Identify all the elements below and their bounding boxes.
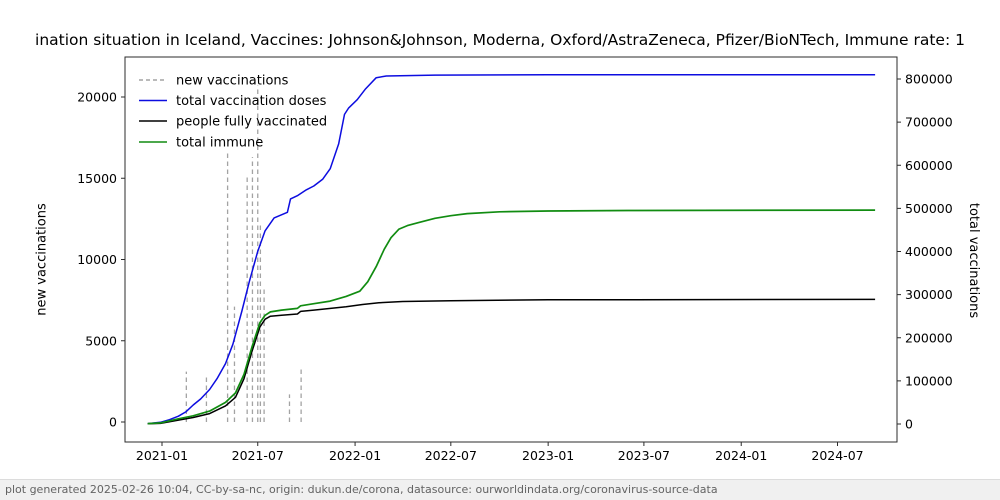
x-tick-label: 2022-01 (329, 448, 381, 463)
x-tick-label: 2024-01 (715, 448, 767, 463)
x-tick-label: 2021-01 (136, 448, 188, 463)
footer-attribution-text: plot generated 2025-02-26 10:04, CC-by-s… (5, 483, 718, 496)
y-right-tick-label: 300000 (905, 287, 953, 302)
y-axis-label-left: new vaccinations (34, 203, 50, 316)
legend-item-total_vaccination_doses: total vaccination doses (139, 94, 327, 109)
plot-frame (124, 56, 898, 443)
series-total_immune-line (147, 209, 876, 425)
y-left-tick-label: 20000 (77, 90, 117, 105)
y-right-tick-label: 600000 (905, 158, 953, 173)
y-right-tick-label: 400000 (905, 244, 953, 259)
legend-label-people_fully_vaccinated: people fully vaccinated (176, 115, 327, 130)
x-tick-label: 2021-07 (232, 448, 284, 463)
legend-item-new_vaccinations: new vaccinations (139, 74, 289, 89)
y-right-tick-label: 100000 (905, 373, 953, 388)
chart-canvas: 2021-01 2021-07 2022-01 2022-07 2023-01 2023-… (77, 56, 953, 463)
legend-item-total_immune: total immune (139, 136, 263, 151)
footer-bar: plot generated 2025-02-26 10:04, CC-by-s… (0, 479, 1000, 500)
legend-label-total_vaccination_doses: total vaccination doses (176, 94, 327, 109)
y-right-tick-label: 800000 (905, 72, 953, 87)
series-group (147, 73, 876, 425)
x-tick-label: 2022-07 (425, 448, 477, 463)
y-right-tick-label: 0 (905, 417, 913, 432)
legend-label-total_immune: total immune (176, 136, 263, 151)
y-left-tick-label: 15000 (77, 171, 117, 186)
x-tick-label: 2024-07 (811, 448, 863, 463)
y-right-tick-label: 500000 (905, 201, 953, 216)
series-people_fully_vaccinated-line (147, 298, 876, 425)
y-left-tick-label: 10000 (77, 252, 117, 267)
y-right-tick-label: 200000 (905, 330, 953, 345)
series-total_vaccination_doses-line (147, 73, 876, 425)
chart-title: ination situation in Iceland, Vaccines: … (35, 31, 965, 49)
y-left-tick-label: 5000 (85, 333, 117, 348)
legend-item-people_fully_vaccinated: people fully vaccinated (139, 115, 327, 130)
y-left-tick-label: 0 (109, 415, 117, 430)
x-tick-label: 2023-07 (618, 448, 670, 463)
y-right-tick-label: 700000 (905, 115, 953, 130)
legend-label-new_vaccinations: new vaccinations (176, 74, 289, 89)
x-tick-label: 2023-01 (522, 448, 574, 463)
y-axis-label-right: total vaccinations (966, 202, 981, 319)
